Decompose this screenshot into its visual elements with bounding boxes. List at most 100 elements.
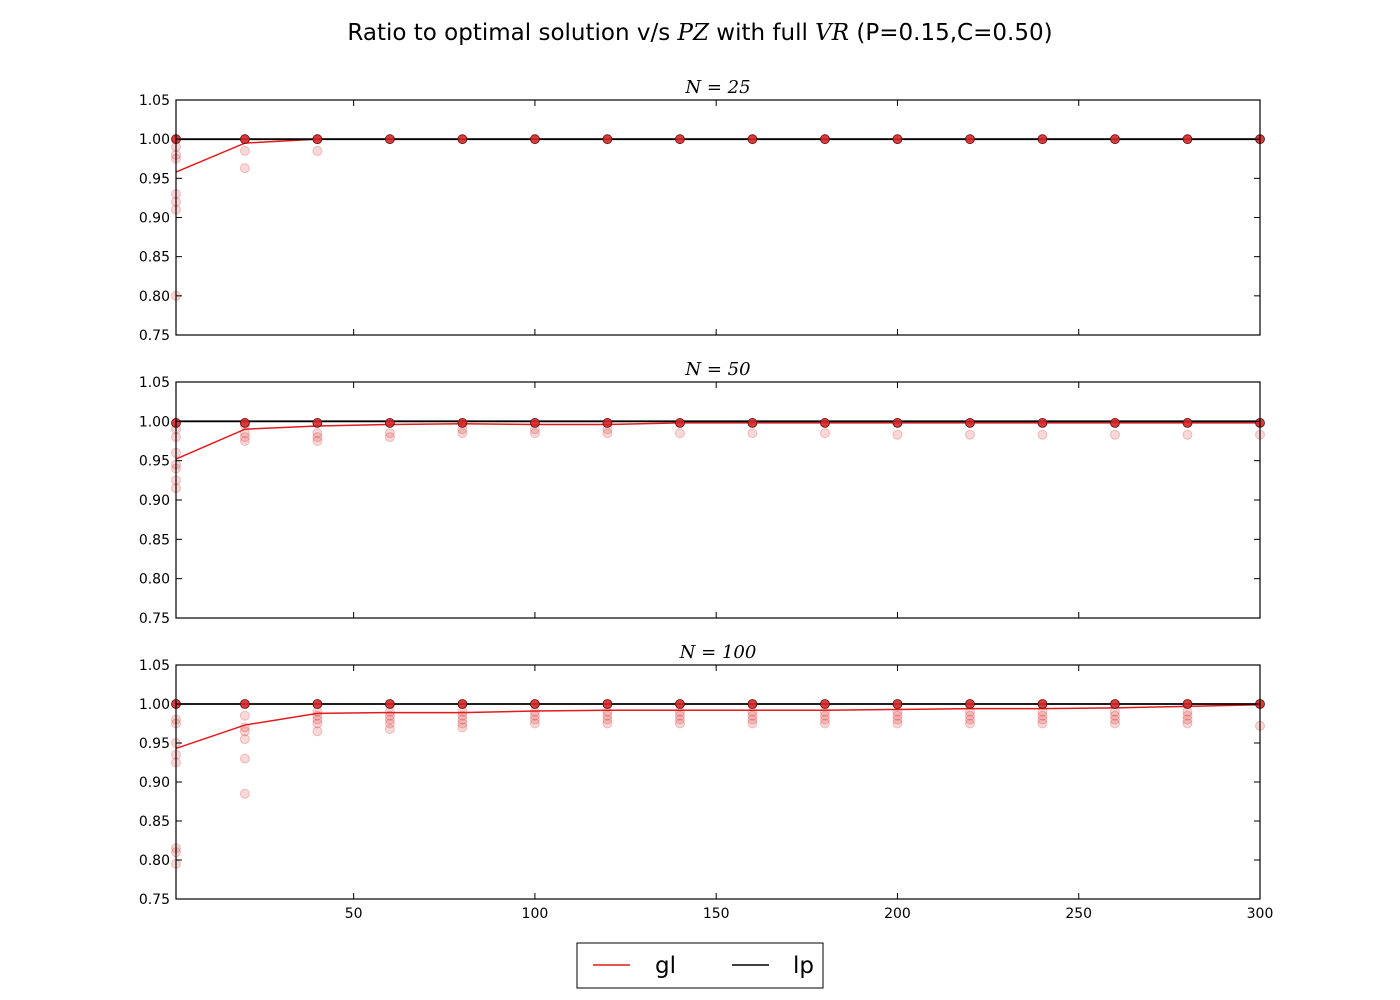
point-marker	[1037, 699, 1048, 709]
sample-point	[747, 714, 758, 725]
sample-point	[1182, 714, 1193, 725]
sample-point	[892, 714, 903, 725]
point-marker	[675, 134, 685, 145]
point-marker	[820, 134, 830, 145]
sample-point	[239, 436, 250, 446]
sample-point	[674, 714, 685, 725]
sample-point	[384, 723, 395, 734]
x-tick-label: 200	[884, 906, 911, 922]
sample-point	[312, 428, 323, 439]
sample-point	[1109, 718, 1120, 729]
point-marker	[1110, 134, 1120, 145]
point-marker	[965, 134, 975, 145]
legend: gl lp	[576, 942, 824, 989]
sample-point	[312, 726, 323, 737]
point-marker	[384, 699, 395, 709]
sample-point	[529, 714, 540, 725]
sample-point	[1037, 714, 1048, 725]
y-tick-label: 1.05	[139, 93, 170, 109]
y-tick-label: 0.90	[139, 211, 170, 227]
sample-point	[819, 428, 830, 439]
sample-point	[457, 718, 468, 729]
sample-point	[239, 710, 250, 721]
axes-frame	[175, 381, 1261, 619]
sample-point	[312, 432, 323, 443]
y-tick-label: 0.75	[139, 611, 170, 627]
sample-point	[964, 714, 975, 725]
point-marker	[675, 418, 685, 428]
point-marker	[384, 418, 395, 428]
sample-point	[1109, 710, 1120, 721]
sample-point	[819, 710, 830, 721]
y-tick-label: 1.05	[139, 375, 170, 391]
sample-point	[602, 718, 613, 729]
point-marker	[1182, 418, 1193, 428]
y-tick-label: 0.90	[139, 493, 170, 509]
point-marker	[530, 699, 540, 709]
point-marker	[530, 134, 540, 145]
point-marker	[1037, 134, 1048, 145]
subplot-title: N = 50	[684, 359, 750, 380]
series-gl-line	[175, 422, 1260, 460]
figure-title: Ratio to optimal solution v/s PZ with fu…	[347, 20, 1052, 46]
sample-point	[239, 145, 250, 156]
sample-point	[312, 145, 323, 156]
sample-point	[312, 714, 323, 725]
point-marker	[820, 418, 830, 428]
y-tick-label: 0.80	[139, 853, 170, 869]
subplot-1: N = 25 0.75 0.80 0.85 0.90 0.95 1.00 1.05	[139, 77, 1265, 344]
point-marker	[312, 699, 323, 709]
sample-point	[964, 718, 975, 729]
sample-point	[964, 429, 975, 440]
point-marker	[892, 418, 903, 428]
sample-point	[1109, 714, 1120, 725]
sample-point	[1037, 718, 1048, 729]
point-marker	[1182, 134, 1193, 145]
sample-point	[747, 428, 758, 439]
sample-point	[384, 710, 395, 721]
y-tick-label: 0.80	[139, 572, 170, 588]
y-tick-label: 0.95	[139, 171, 170, 187]
y-tick-label: 0.95	[139, 454, 170, 470]
point-marker	[457, 418, 468, 428]
point-marker	[602, 699, 613, 709]
x-tick-label: 150	[703, 906, 730, 922]
y-tick-label: 0.95	[139, 736, 170, 752]
sample-point	[239, 726, 250, 737]
point-marker	[602, 134, 613, 145]
point-marker	[965, 418, 975, 428]
subplots: N = 250.750.800.850.900.951.001.05N = 50…	[139, 77, 1274, 922]
point-marker	[384, 134, 395, 145]
point-marker	[239, 699, 250, 709]
sample-point	[384, 714, 395, 725]
sample-point	[457, 714, 468, 725]
sample-point	[602, 714, 613, 725]
sample-point	[529, 718, 540, 729]
y-tick-label: 0.90	[139, 775, 170, 791]
point-marker	[747, 418, 758, 428]
sample-point	[457, 722, 468, 733]
sample-point	[239, 788, 250, 799]
sample-point	[747, 710, 758, 721]
axes-frame	[175, 99, 1261, 336]
sample-point	[239, 432, 250, 443]
y-tick-label: 1.00	[139, 697, 170, 713]
sample-point	[1037, 710, 1048, 721]
sample-point	[964, 710, 975, 721]
point-marker	[1182, 699, 1193, 709]
sample-point	[239, 734, 250, 745]
y-tick-label: 0.85	[139, 532, 170, 548]
y-tick-label: 0.75	[139, 892, 170, 908]
point-marker	[1110, 418, 1120, 428]
point-marker	[312, 134, 323, 145]
sample-point	[892, 429, 903, 440]
point-marker	[1110, 699, 1120, 709]
sample-point	[602, 428, 613, 439]
point-marker	[747, 134, 758, 145]
sample-point	[674, 718, 685, 729]
y-tick-label: 0.80	[139, 289, 170, 305]
point-marker	[457, 134, 468, 145]
x-tick-label: 100	[522, 906, 549, 922]
x-tick-label: 250	[1065, 906, 1092, 922]
